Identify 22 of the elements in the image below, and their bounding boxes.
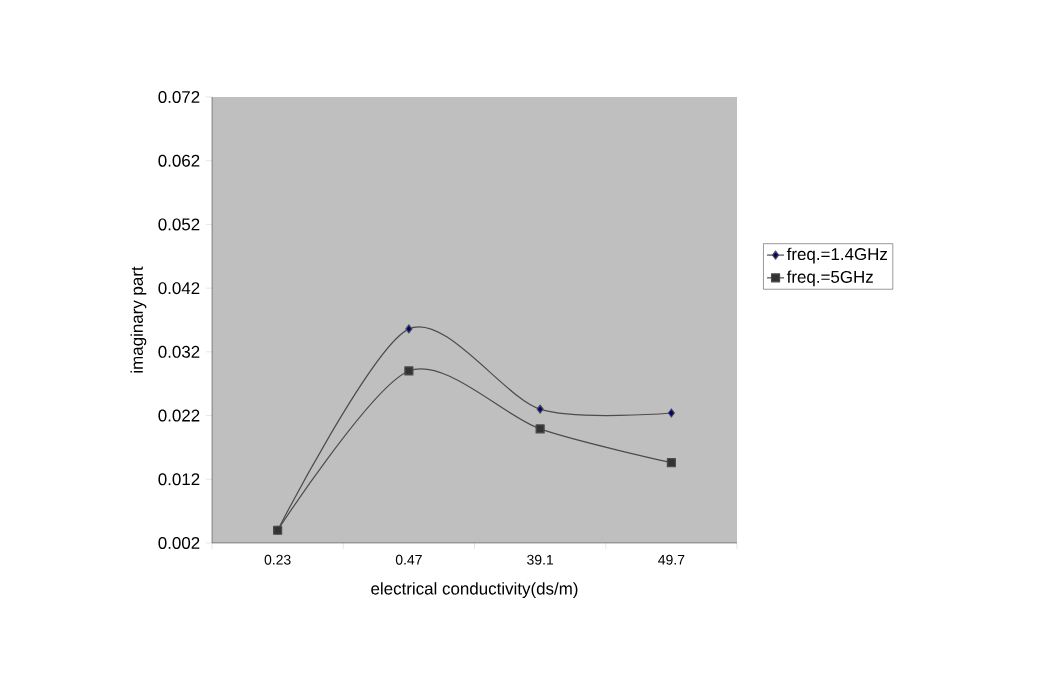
point: [666, 458, 676, 468]
y-tick-label: 0.002: [158, 536, 200, 549]
legend-label: freq.=1.4GHz: [786, 247, 887, 264]
y-tick-label: 0.072: [158, 90, 200, 103]
point: [404, 366, 414, 376]
point: [536, 404, 544, 414]
x-axis-title: electrical conductivity(ds/m): [371, 582, 578, 598]
y-tick-label: 0.022: [158, 409, 200, 422]
x-tick-label: 0.23: [264, 554, 291, 565]
x-tick-label: 49.7: [658, 554, 685, 565]
point: [405, 324, 413, 334]
y-tick-label: 0.032: [158, 345, 200, 358]
y-tick-label: 0.062: [158, 154, 200, 167]
y-tick-label: 0.042: [158, 282, 200, 295]
y-tick-label: 0.012: [158, 473, 200, 486]
point: [667, 408, 675, 418]
legend-label: freq.=5GHz: [786, 270, 873, 287]
x-tick-label: 0.47: [395, 554, 422, 565]
y-axis-title: imaginary part: [130, 266, 147, 373]
x-tick-label: 39.1: [527, 554, 554, 565]
point: [535, 424, 545, 434]
y-tick-label: 0.052: [158, 218, 200, 231]
